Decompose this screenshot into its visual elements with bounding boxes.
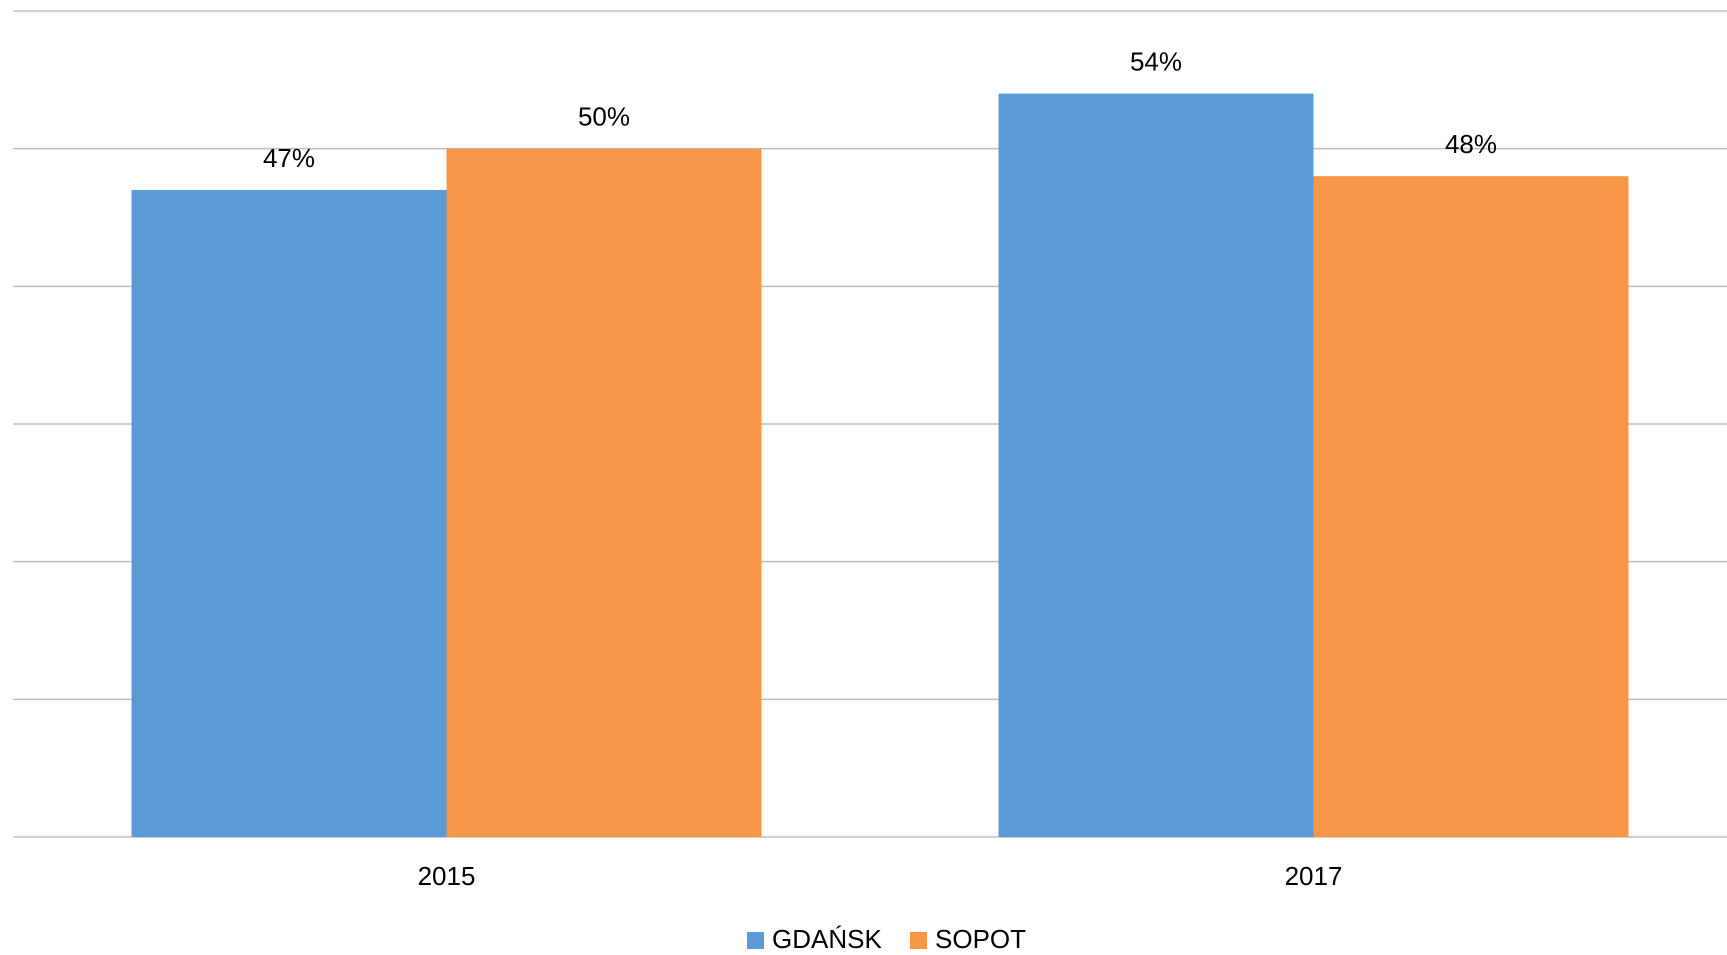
legend-label: SOPOT [935, 924, 1026, 954]
x-tick-label: 2017 [1285, 861, 1343, 891]
bar [998, 93, 1314, 838]
data-label: 50% [578, 102, 630, 132]
data-label: 48% [1445, 129, 1497, 159]
bar [1313, 176, 1629, 837]
legend-swatch [747, 932, 764, 949]
bar [446, 148, 762, 837]
legend-label: GDAŃSK [772, 924, 882, 954]
x-tick-label: 2015 [418, 861, 476, 891]
data-label: 54% [1130, 46, 1182, 76]
bar [131, 189, 447, 837]
legend-swatch [910, 932, 927, 949]
data-label: 47% [263, 143, 315, 173]
